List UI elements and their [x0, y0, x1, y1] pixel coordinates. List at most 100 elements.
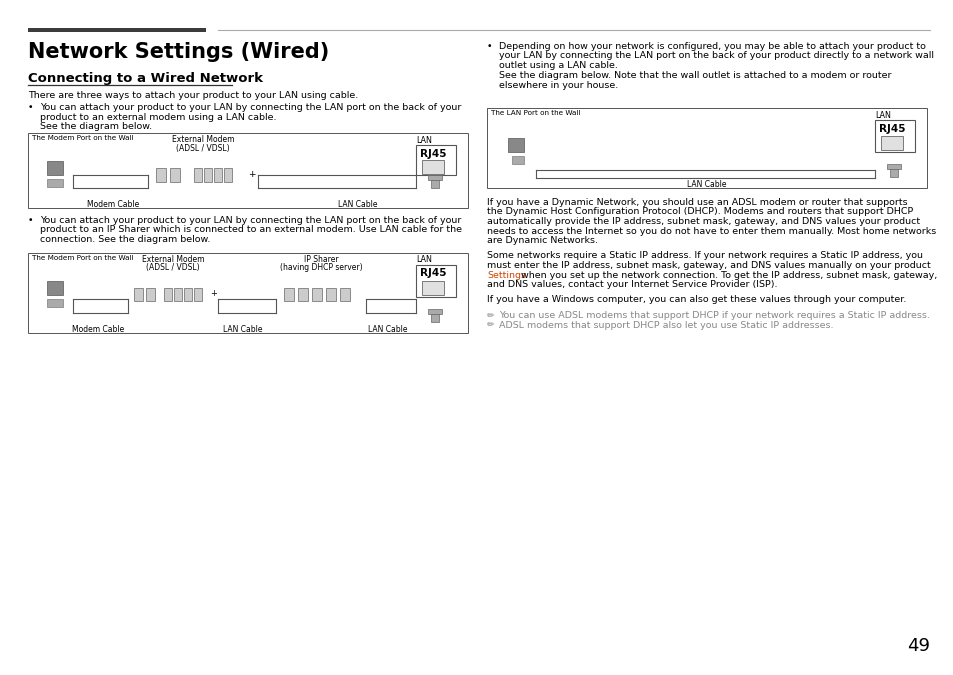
Text: +: + — [210, 290, 216, 298]
Bar — [47, 298, 63, 306]
Bar — [421, 281, 443, 294]
Polygon shape — [494, 118, 543, 184]
Text: •: • — [28, 103, 33, 112]
Text: External Modem: External Modem — [142, 254, 204, 263]
Text: RJ45: RJ45 — [878, 124, 904, 134]
Bar — [284, 288, 294, 300]
Text: LAN Cable: LAN Cable — [368, 325, 407, 333]
Text: elsewhere in your house.: elsewhere in your house. — [498, 81, 618, 90]
Bar — [416, 145, 456, 175]
Polygon shape — [35, 143, 81, 203]
Bar — [224, 168, 232, 182]
Bar — [184, 288, 192, 300]
Bar — [146, 288, 154, 300]
Bar — [28, 28, 206, 32]
Text: Network Settings (Wired): Network Settings (Wired) — [28, 42, 329, 62]
Text: outlet using a LAN cable.: outlet using a LAN cable. — [498, 61, 618, 70]
Text: There are three ways to attach your product to your LAN using cable.: There are three ways to attach your prod… — [28, 91, 358, 100]
Text: The Modem Port on the Wall: The Modem Port on the Wall — [32, 254, 133, 261]
Text: See the diagram below.: See the diagram below. — [40, 122, 152, 131]
Bar — [431, 180, 438, 188]
Text: Depending on how your network is configured, you may be able to attach your prod: Depending on how your network is configu… — [498, 42, 925, 51]
Text: The Modem Port on the Wall: The Modem Port on the Wall — [32, 135, 133, 141]
Bar — [133, 288, 143, 300]
Bar — [173, 288, 182, 300]
Bar — [28, 133, 468, 208]
Bar — [486, 108, 926, 188]
Text: (having DHCP server): (having DHCP server) — [279, 263, 362, 272]
FancyBboxPatch shape — [145, 157, 261, 191]
Bar — [507, 138, 523, 152]
Text: The LAN Port on the Wall: The LAN Port on the Wall — [491, 110, 579, 116]
Text: IP Sharer: IP Sharer — [303, 254, 338, 263]
Bar — [428, 175, 441, 180]
Bar — [874, 120, 914, 152]
Bar — [156, 168, 166, 182]
Text: ✏: ✏ — [486, 321, 494, 329]
Text: LAN: LAN — [416, 256, 432, 265]
Text: your LAN by connecting the LAN port on the back of your product directly to a ne: your LAN by connecting the LAN port on t… — [498, 51, 933, 61]
Text: (ADSL / VDSL): (ADSL / VDSL) — [146, 263, 199, 272]
Text: External Modem: External Modem — [172, 135, 234, 144]
Text: •: • — [28, 216, 33, 225]
Text: 49: 49 — [906, 637, 929, 655]
Text: RJ45: RJ45 — [419, 149, 446, 159]
Bar — [889, 169, 897, 177]
Bar — [47, 179, 63, 187]
Text: and DNS values, contact your Internet Service Provider (ISP).: and DNS values, contact your Internet Se… — [486, 280, 777, 289]
FancyBboxPatch shape — [125, 277, 221, 310]
Text: Settings: Settings — [486, 271, 525, 279]
Text: LAN: LAN — [416, 136, 432, 145]
Text: See the diagram below. Note that the wall outlet is attached to a modem or route: See the diagram below. Note that the wal… — [498, 72, 890, 80]
Bar — [326, 288, 335, 300]
Bar — [312, 288, 322, 300]
Bar — [204, 168, 212, 182]
Text: You can attach your product to your LAN by connecting the LAN port on the back o: You can attach your product to your LAN … — [40, 103, 461, 112]
Text: automatically provide the IP address, subnet mask, gateway, and DNS values your : automatically provide the IP address, su… — [486, 217, 919, 226]
Text: ✏: ✏ — [486, 311, 494, 320]
Text: product to an IP Sharer which is connected to an external modem. Use LAN cable f: product to an IP Sharer which is connect… — [40, 225, 461, 234]
Text: If you have a Dynamic Network, you should use an ADSL modem or router that suppo: If you have a Dynamic Network, you shoul… — [486, 198, 906, 207]
Text: Modem Cable: Modem Cable — [71, 325, 124, 333]
FancyBboxPatch shape — [273, 277, 369, 310]
Bar — [416, 265, 456, 296]
Text: Modem Cable: Modem Cable — [87, 200, 139, 209]
Text: RJ45: RJ45 — [419, 269, 446, 279]
Text: (ADSL / VDSL): (ADSL / VDSL) — [176, 144, 230, 153]
Text: connection. See the diagram below.: connection. See the diagram below. — [40, 235, 211, 244]
Bar — [297, 288, 308, 300]
Text: ADSL modems that support DHCP also let you use Static IP addresses.: ADSL modems that support DHCP also let y… — [498, 321, 833, 329]
Text: must enter the IP address, subnet mask, gateway, and DNS values manually on your: must enter the IP address, subnet mask, … — [486, 261, 933, 270]
Bar — [512, 156, 523, 164]
Bar — [339, 288, 350, 300]
Text: +: + — [248, 170, 255, 179]
Text: are Dynamic Networks.: are Dynamic Networks. — [486, 236, 598, 245]
Bar — [431, 313, 438, 321]
Bar — [886, 164, 900, 169]
Bar — [421, 160, 443, 174]
Text: Connecting to a Wired Network: Connecting to a Wired Network — [28, 72, 263, 85]
Bar — [28, 252, 468, 333]
Text: If you have a Windows computer, you can also get these values through your compu: If you have a Windows computer, you can … — [486, 296, 905, 304]
Bar — [170, 168, 180, 182]
Bar — [428, 308, 441, 313]
Text: You can use ADSL modems that support DHCP if your network requires a Static IP a: You can use ADSL modems that support DHC… — [498, 311, 929, 320]
Text: LAN: LAN — [874, 111, 890, 120]
Text: LAN Cable: LAN Cable — [223, 325, 262, 333]
Bar — [164, 288, 172, 300]
Text: Some networks require a Static IP address. If your network requires a Static IP : Some networks require a Static IP addres… — [486, 252, 923, 261]
Bar — [47, 281, 63, 294]
Text: the Dynamic Host Configuration Protocol (DHCP). Modems and routers that support : the Dynamic Host Configuration Protocol … — [486, 207, 912, 217]
Text: •: • — [486, 42, 492, 51]
Bar — [213, 168, 222, 182]
Text: You can attach your product to your LAN by connecting the LAN port on the back o: You can attach your product to your LAN … — [40, 216, 461, 225]
Text: LAN Cable: LAN Cable — [686, 180, 726, 189]
Text: when you set up the network connection. To get the IP address, subnet mask, gate: when you set up the network connection. … — [517, 271, 936, 279]
Bar — [47, 161, 63, 175]
Bar — [193, 288, 202, 300]
Text: LAN Cable: LAN Cable — [338, 200, 377, 209]
Text: product to an external modem using a LAN cable.: product to an external modem using a LAN… — [40, 113, 276, 122]
Polygon shape — [35, 261, 81, 329]
Bar — [193, 168, 202, 182]
Bar — [880, 136, 902, 150]
